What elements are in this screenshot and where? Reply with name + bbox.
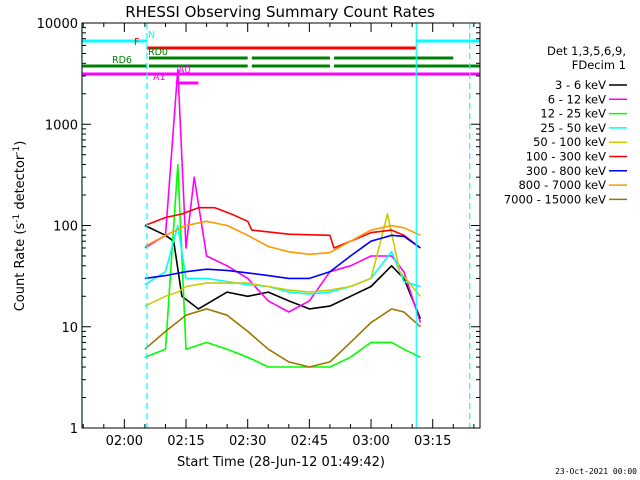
legend-label-300-800-kev: 300 - 800 keV [526,164,606,178]
legend-label-6-12-kev: 6 - 12 keV [548,92,606,106]
flags-layer: NF RD0 RD6 A1 A0 [82,30,480,85]
legend-label-12-25-kev: 12 - 25 keV [540,107,606,121]
legend-header-line2: FDecim 1 [572,58,626,72]
x-tick-label: 02:45 [291,434,328,449]
series-line-50-100-kev [144,213,422,307]
legend-label-50-100-kev: 50 - 100 keV [533,135,606,149]
x-axis: 02:00 02:15 02:30 02:45 03:00 03:15 [82,23,475,449]
x-tick-label: 02:00 [106,434,143,449]
y-axis-label: Count Rate (s-1 detector-1) [12,141,28,312]
flag-label-f: F [134,37,139,48]
x-tick-label: 02:15 [167,434,204,449]
y-tick-label: 10000 [37,17,78,32]
series-line-6-12-kev [144,68,422,323]
x-tick-label: 03:15 [414,434,451,449]
flag-label-a1: A1 [153,72,166,83]
legend-label-3-6-kev: 3 - 6 keV [555,78,606,92]
x-tick-label: 03:00 [352,434,389,449]
flag-label-rd0: RD0 [148,47,168,58]
y-tick-label: 1 [70,422,78,437]
series-line-100-300-kev [144,206,421,249]
flag-label-a0: A0 [178,65,191,76]
legend-label-7000-15000-kev: 7000 - 15000 keV [504,192,606,206]
y-axis: 1 10 100 1000 10000 [37,17,480,437]
series-line-25-50-kev [144,224,421,295]
x-tick-label: 02:30 [229,434,266,449]
y-tick-label: 100 [53,220,78,235]
x-axis-label: Start Time (28-Jun-12 01:49:42) [177,455,385,470]
y-tick-label: 10 [61,321,78,336]
series-layer [144,68,422,368]
y-tick-label: 1000 [45,118,78,133]
series-line-300-800-kev [144,234,421,280]
footer-timestamp: 23-Oct-2021 00:00 [555,467,637,476]
flag-label-n: N [148,30,155,41]
series-line-3-6-kev [144,224,422,320]
series-line-12-25-kev [144,163,421,368]
legend-header-line1: Det 1,3,5,6,9, [547,44,626,58]
flag-label-rd6: RD6 [112,55,132,66]
chart-title: RHESSI Observing Summary Count Rates [125,3,435,21]
series-line-800-7000-kev [144,220,421,256]
series-line-7000-15000-kev [144,308,421,368]
legend-label-25-50-kev: 25 - 50 keV [540,121,606,135]
legend-label-100-300-kev: 100 - 300 keV [526,150,606,164]
legend-label-800-7000-kev: 800 - 7000 keV [518,178,606,192]
